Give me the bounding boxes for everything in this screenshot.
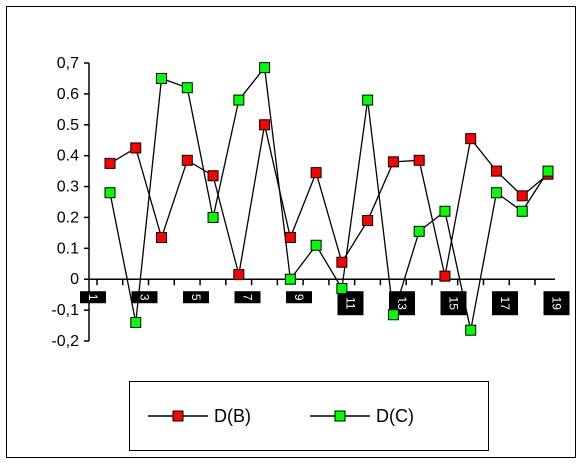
- x-category-box: [543, 291, 570, 316]
- data-point-db: [259, 119, 271, 131]
- line-chart: -0,2-0,100.10.20.30.40.50.60,71 3 5 7 9 11 13 1…: [51, 55, 570, 350]
- x-category-label: 9: [292, 294, 306, 301]
- data-point-dc: [130, 316, 142, 328]
- legend-marker-db: [148, 410, 208, 422]
- y-tick-label: 0.6: [57, 86, 79, 103]
- data-point-db: [387, 156, 399, 168]
- data-point-dc: [387, 309, 399, 321]
- data-point-db: [130, 142, 142, 154]
- data-point-db: [181, 154, 193, 166]
- data-point-db: [516, 190, 528, 202]
- x-category-label: 5: [189, 294, 203, 301]
- data-point-db: [207, 170, 219, 182]
- y-tick-label: 0,7: [57, 55, 79, 72]
- x-category-label: 3: [138, 294, 152, 301]
- data-point-dc: [490, 187, 502, 199]
- x-category-box: [234, 291, 261, 304]
- chart-frame: -0,2 -0,1 0 0.1 0.2 0.3 0.4 0.5 0.6 0,7 1 3 5 7 9 11 13 1…: [6, 6, 576, 458]
- x-category-label: 1: [86, 294, 100, 301]
- data-point-db: [362, 215, 374, 227]
- y-tick-label: 0: [70, 271, 79, 288]
- legend-marker-dc: [310, 410, 370, 422]
- x-category-label: 15: [447, 297, 461, 311]
- data-point-dc: [542, 165, 554, 177]
- data-point-db: [439, 270, 451, 282]
- data-point-dc: [156, 72, 168, 84]
- data-point-db: [310, 167, 322, 179]
- data-point-dc: [336, 282, 348, 294]
- x-category-label: 11: [344, 297, 358, 310]
- data-point-dc: [439, 205, 451, 217]
- data-point-db: [336, 256, 348, 268]
- data-point-db: [413, 154, 425, 166]
- data-point-db: [490, 165, 502, 177]
- legend-label-db: D(B): [214, 405, 251, 426]
- data-point-db: [233, 269, 245, 281]
- x-category-box: [286, 291, 312, 304]
- data-point-dc: [413, 225, 425, 237]
- data-point-dc: [181, 82, 193, 94]
- x-category-box: [440, 291, 467, 316]
- data-point-dc: [259, 62, 271, 74]
- x-category-label: 7: [241, 294, 255, 301]
- y-tick-label: 0.2: [57, 209, 79, 226]
- data-point-db: [104, 157, 116, 169]
- data-point-db: [284, 232, 296, 244]
- data-point-db: [156, 232, 168, 244]
- y-tick-label: 0.4: [57, 148, 79, 165]
- data-point-dc: [310, 239, 322, 251]
- y-tick-label: -0,2: [51, 333, 79, 350]
- data-point-dc: [284, 273, 296, 285]
- series-line-dc: [109, 66, 549, 331]
- y-tick-label: -0,1: [51, 302, 79, 319]
- x-category-label: 17: [498, 297, 512, 311]
- x-category-box: [492, 291, 518, 316]
- series-line-db: [109, 124, 549, 277]
- x-category-box: [337, 291, 364, 316]
- x-category-box: [80, 291, 106, 304]
- x-category-label: 19: [550, 297, 564, 311]
- data-point-dc: [465, 324, 477, 336]
- y-tick-label: 0.3: [57, 179, 79, 196]
- data-point-dc: [516, 205, 528, 217]
- data-point-dc: [362, 94, 374, 106]
- data-point-dc: [207, 211, 219, 223]
- legend-label-dc: D(C): [376, 405, 414, 426]
- x-category-box: [183, 291, 209, 304]
- legend-item-dc: D(C): [310, 382, 414, 450]
- data-point-dc: [104, 187, 116, 199]
- y-tick-label: 0.1: [57, 240, 79, 257]
- legend: D(B) D(C): [129, 381, 489, 451]
- y-tick-label: 0.5: [57, 117, 79, 134]
- data-point-db: [465, 133, 477, 145]
- legend-item-db: D(B): [148, 382, 251, 450]
- data-point-dc: [233, 94, 245, 106]
